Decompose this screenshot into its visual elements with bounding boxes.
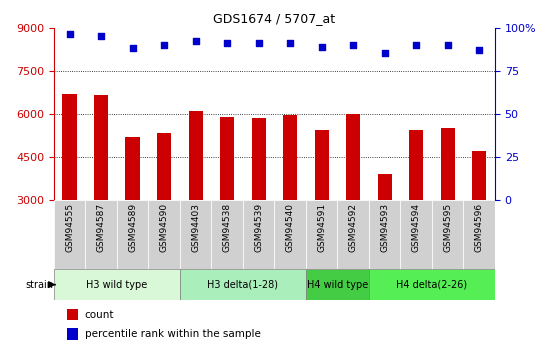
Bar xyxy=(243,200,274,269)
Text: GSM94587: GSM94587 xyxy=(96,203,105,252)
Bar xyxy=(369,269,495,300)
Point xyxy=(475,47,484,53)
Text: GSM94591: GSM94591 xyxy=(317,203,326,252)
Text: H3 delta(1-28): H3 delta(1-28) xyxy=(207,280,278,289)
Bar xyxy=(306,269,369,300)
Bar xyxy=(67,328,78,339)
Point xyxy=(97,33,105,39)
Bar xyxy=(117,200,148,269)
Text: H3 wild type: H3 wild type xyxy=(86,280,147,289)
Bar xyxy=(125,137,140,200)
Bar xyxy=(441,128,455,200)
Point xyxy=(254,40,263,46)
Text: H4 wild type: H4 wild type xyxy=(307,280,368,289)
Text: GSM94593: GSM94593 xyxy=(380,203,389,252)
Bar xyxy=(211,200,243,269)
Bar xyxy=(252,118,266,200)
Point xyxy=(65,32,74,37)
Bar xyxy=(472,151,486,200)
Point xyxy=(443,42,452,48)
Bar xyxy=(148,200,180,269)
Point xyxy=(412,42,421,48)
Bar xyxy=(378,174,392,200)
Text: GSM94590: GSM94590 xyxy=(160,203,168,252)
Point xyxy=(349,42,357,48)
Bar xyxy=(432,200,463,269)
Text: count: count xyxy=(84,310,114,320)
Point xyxy=(223,40,231,46)
Bar xyxy=(463,200,495,269)
Text: percentile rank within the sample: percentile rank within the sample xyxy=(84,329,260,339)
Bar xyxy=(94,95,108,200)
Point xyxy=(317,44,326,49)
Text: GSM94592: GSM94592 xyxy=(349,203,358,252)
Text: GSM94538: GSM94538 xyxy=(223,203,232,252)
Bar xyxy=(306,200,337,269)
Bar xyxy=(409,130,423,200)
Text: GSM94539: GSM94539 xyxy=(254,203,263,252)
Point xyxy=(192,39,200,44)
Bar xyxy=(180,269,306,300)
Bar xyxy=(67,309,78,320)
Bar xyxy=(400,200,432,269)
Text: GSM94596: GSM94596 xyxy=(475,203,484,252)
Bar xyxy=(283,115,297,200)
Point xyxy=(286,40,294,46)
Bar xyxy=(54,200,86,269)
Text: GSM94555: GSM94555 xyxy=(65,203,74,252)
Bar xyxy=(188,111,203,200)
Text: GSM94540: GSM94540 xyxy=(286,203,295,252)
Bar xyxy=(274,200,306,269)
Text: GSM94594: GSM94594 xyxy=(412,203,421,252)
Text: GSM94403: GSM94403 xyxy=(191,203,200,252)
Text: GSM94595: GSM94595 xyxy=(443,203,452,252)
Bar xyxy=(157,132,171,200)
Bar xyxy=(346,114,360,200)
Text: strain: strain xyxy=(25,280,53,289)
Point xyxy=(380,51,389,56)
Point xyxy=(128,46,137,51)
Title: GDS1674 / 5707_at: GDS1674 / 5707_at xyxy=(214,12,335,25)
Bar xyxy=(369,200,400,269)
Bar xyxy=(54,269,180,300)
Text: GSM94589: GSM94589 xyxy=(128,203,137,252)
Text: H4 delta(2-26): H4 delta(2-26) xyxy=(397,280,468,289)
Point xyxy=(160,42,168,48)
Bar xyxy=(180,200,211,269)
Bar xyxy=(86,200,117,269)
Bar xyxy=(315,130,329,200)
Bar xyxy=(337,200,369,269)
Bar xyxy=(220,117,234,200)
Bar xyxy=(62,94,76,200)
